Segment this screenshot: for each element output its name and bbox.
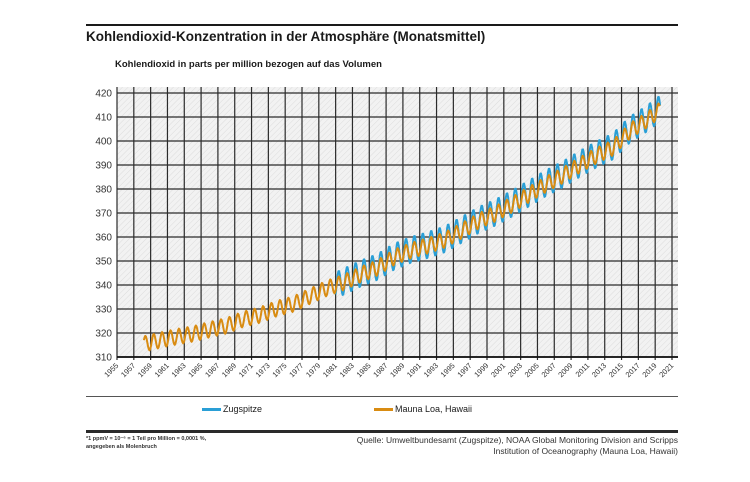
x-tick-label: 2013	[590, 361, 608, 379]
x-tick-label: 1969	[220, 361, 238, 379]
plot-area	[117, 87, 678, 357]
x-axis-ticks: 1955195719591961196319651967196919711973…	[102, 361, 675, 379]
legend-label-zugspitze: Zugspitze	[223, 404, 263, 414]
x-tick-label: 1991	[405, 361, 423, 379]
footnote-line-1: *1 ppmV = 10⁻⁶ = 1 Teil pro Million = 0,…	[86, 436, 207, 442]
legend-item-mauna-loa: Mauna Loa, Hawaii	[374, 404, 472, 414]
y-tick-label: 320	[95, 329, 112, 340]
co2-chart: 310 320 330 340 350 360 370 380 390 400 410 420 195…	[95, 87, 678, 379]
y-tick-label: 310	[95, 353, 112, 364]
legend-swatch-mauna-loa	[374, 407, 393, 411]
y-tick-label: 390	[95, 161, 112, 172]
y-tick-label: 370	[95, 209, 112, 220]
x-tick-label: 1981	[321, 361, 339, 379]
y-tick-label: 380	[95, 185, 112, 196]
x-tick-label: 1973	[254, 361, 272, 379]
legend-label-mauna-loa: Mauna Loa, Hawaii	[395, 404, 473, 414]
y-tick-label: 410	[95, 113, 112, 124]
x-tick-label: 1993	[422, 361, 440, 379]
y-tick-label: 360	[95, 233, 112, 244]
series-lines	[142, 95, 662, 352]
y-tick-label: 420	[95, 89, 112, 100]
chart-title: Kohlendioxid-Konzentration in der Atmosp…	[86, 29, 486, 44]
grid-lines	[116, 87, 678, 360]
x-tick-label: 1965	[186, 361, 204, 379]
footnote-line-2: angegeben als Molenbruch	[86, 443, 157, 450]
y-tick-label: 350	[95, 257, 112, 268]
x-tick-label: 2001	[489, 361, 507, 379]
x-tick-label: 2015	[607, 361, 625, 379]
y-tick-label: 330	[95, 305, 112, 316]
legend-item-zugspitze: Zugspitze	[202, 404, 262, 414]
x-tick-label: 1983	[338, 361, 356, 379]
source-line-2: Institution of Oceanography (Mauna Loa, …	[493, 446, 678, 456]
source-line-1: Quelle: Umweltbundesamt (Zugspitze), NOA…	[356, 435, 678, 445]
x-tick-label: 1989	[388, 361, 406, 379]
series-line-mauna-loa-hawaii	[142, 102, 661, 352]
x-tick-label: 2009	[556, 361, 574, 379]
legend-swatch-zugspitze	[202, 407, 221, 411]
source-attribution: Quelle: Umweltbundesamt (Zugspitze), NOA…	[357, 435, 678, 457]
x-tick-label: 1997	[455, 361, 473, 379]
y-axis-ticks: 310 320 330 340 350 360 370 380 390 400 410 420	[95, 89, 112, 364]
x-tick-label: 1967	[203, 361, 221, 379]
x-tick-label: 1963	[170, 361, 188, 379]
x-tick-label: 1987	[371, 361, 389, 379]
top-rule	[86, 24, 678, 26]
x-tick-label: 1995	[439, 361, 457, 379]
x-tick-label: 2011	[574, 361, 592, 379]
chart-subtitle: Kohlendioxid in parts per million bezoge…	[115, 59, 382, 70]
x-tick-label: 1957	[119, 361, 137, 379]
y-tick-label: 340	[95, 281, 112, 292]
x-tick-label: 1975	[270, 361, 288, 379]
x-tick-label: 2017	[624, 361, 642, 379]
footnote: *1 ppmV = 10⁻⁶ = 1 Teil pro Million = 0,…	[86, 436, 256, 451]
x-tick-label: 2021	[657, 361, 675, 379]
x-tick-label: 1979	[304, 361, 322, 379]
x-tick-label: 2019	[640, 361, 658, 379]
footer-separator	[86, 430, 678, 433]
x-tick-label: 2007	[540, 361, 558, 379]
x-tick-label: 1959	[136, 361, 154, 379]
x-tick-label: 1977	[287, 361, 305, 379]
x-tick-label: 1971	[237, 361, 255, 379]
x-tick-label: 2005	[523, 361, 541, 379]
x-tick-label: 1985	[355, 361, 373, 379]
x-tick-label: 1955	[102, 361, 120, 379]
y-tick-label: 400	[95, 137, 112, 148]
x-tick-label: 1961	[153, 361, 171, 379]
x-tick-label: 2003	[506, 361, 524, 379]
legend-separator	[86, 396, 678, 397]
x-tick-label: 1999	[472, 361, 490, 379]
